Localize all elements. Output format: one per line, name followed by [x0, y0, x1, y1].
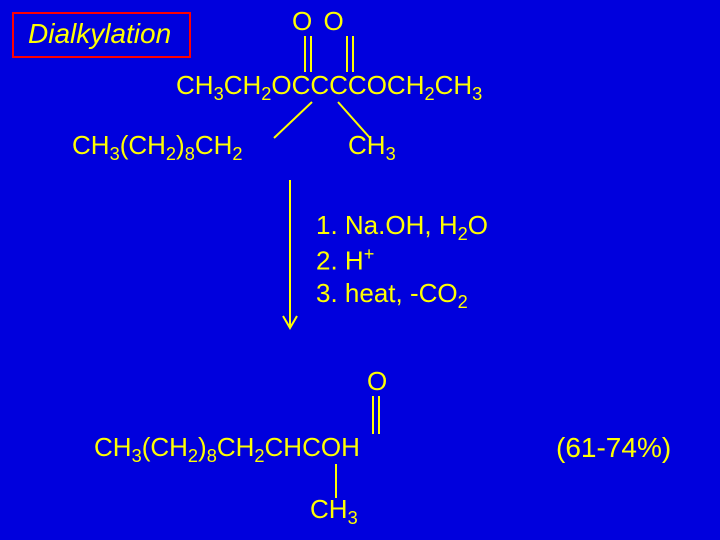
- title-box: Dialkylation: [12, 12, 191, 58]
- product-oxygen: O: [367, 366, 387, 397]
- reactant-left-sub: CH3(CH2)8CH2: [72, 130, 243, 165]
- step-3: 3. heat, -CO2: [316, 278, 468, 313]
- yield-text: (61-74%): [556, 432, 671, 464]
- product-main: CH3(CH2)8CH2CHCOH: [94, 432, 360, 467]
- step-2: 2. H+: [316, 244, 374, 277]
- step-1: 1. Na.OH, H2O: [316, 210, 488, 245]
- reactant-main: CH3CH2OCCCCOCH2CH3: [176, 70, 482, 105]
- reactant-oxygens: O O: [292, 6, 346, 37]
- product-sub: CH3: [310, 494, 358, 529]
- reactant-right-sub: CH3: [348, 130, 396, 165]
- title-text: Dialkylation: [28, 18, 171, 49]
